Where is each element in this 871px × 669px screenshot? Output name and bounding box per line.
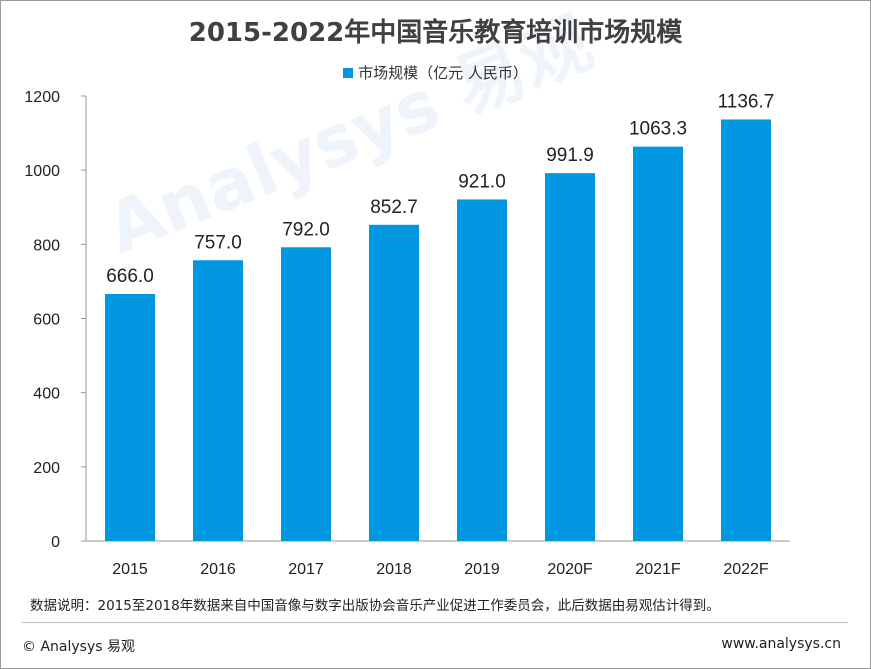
x-tick-label: 2019 xyxy=(464,561,500,578)
chart-title: 2015-2022年中国音乐教育培训市场规模 xyxy=(188,18,683,48)
y-tick-label: 400 xyxy=(33,386,60,403)
x-tick-label: 2020F xyxy=(547,561,593,578)
data-label: 792.0 xyxy=(282,219,330,240)
data-labels: 666.0 757.0 792.0 852.7 921.0 991.9 1063.3 1136… xyxy=(106,91,774,287)
legend-label: 市场规模（亿元 人民币） xyxy=(358,64,528,82)
bar xyxy=(721,119,771,541)
data-label: 757.0 xyxy=(194,232,242,253)
y-tick-label: 0 xyxy=(51,534,60,551)
bars xyxy=(105,119,771,542)
x-tick-label: 2021F xyxy=(635,561,681,578)
y-tick-label: 1200 xyxy=(24,89,60,106)
data-label: 921.0 xyxy=(458,171,506,192)
x-tick-label: 2022F xyxy=(723,561,769,578)
legend: 市场规模（亿元 人民币） xyxy=(0,62,871,83)
website-link[interactable]: www.analysys.cn xyxy=(721,636,841,652)
y-tick-label: 1000 xyxy=(24,163,60,180)
bar xyxy=(281,247,331,542)
data-label: 991.9 xyxy=(546,145,594,166)
footer-divider xyxy=(22,622,848,623)
bar xyxy=(545,173,595,541)
data-label: 666.0 xyxy=(106,266,154,287)
bar xyxy=(633,146,683,541)
legend-swatch xyxy=(343,67,354,78)
x-tick-label: 2016 xyxy=(200,561,236,578)
data-note: 数据说明：2015至2018年数据来自中国音像与数字出版协会音乐产业促进工作委员… xyxy=(30,598,720,614)
x-tick-label: 2018 xyxy=(376,561,412,578)
y-tick-label: 600 xyxy=(33,312,60,329)
data-label: 1063.3 xyxy=(629,119,687,140)
bar xyxy=(369,224,419,542)
y-tick-label: 200 xyxy=(33,460,60,477)
data-label: 852.7 xyxy=(370,197,418,218)
x-tick-label: 2017 xyxy=(288,561,324,578)
data-label: 1136.7 xyxy=(718,91,775,112)
bar xyxy=(105,294,155,541)
copyright: © Analysys 易观 xyxy=(22,639,135,655)
y-tick-label: 800 xyxy=(33,237,60,254)
bar xyxy=(457,199,507,541)
x-tick-label: 2015 xyxy=(112,561,148,578)
bar xyxy=(193,260,243,541)
bar-chart: 0 200 400 600 800 1000 1200 2015 2016 2017 2018 201… xyxy=(24,89,790,578)
